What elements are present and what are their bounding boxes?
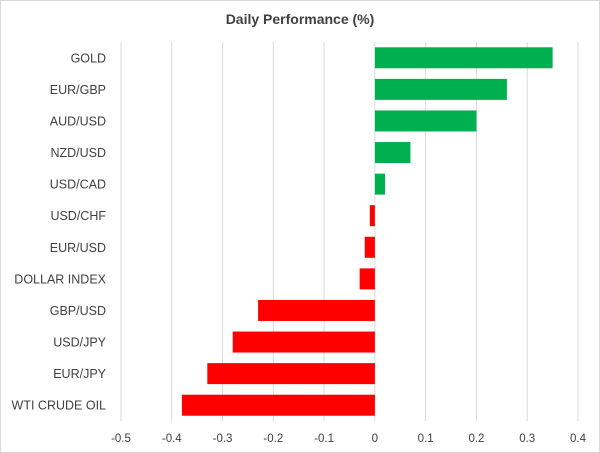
category-label: EUR/USD <box>50 241 106 255</box>
x-tick-label: -0.3 <box>213 433 233 445</box>
category-label: NZD/USD <box>50 146 106 160</box>
category-label: DOLLAR INDEX <box>14 272 106 286</box>
x-tick-label: -0.4 <box>162 433 182 445</box>
bar-nzd-usd <box>374 142 411 164</box>
gridlines <box>120 42 579 421</box>
bar-usd-cad <box>374 173 386 195</box>
bar-gold <box>374 47 553 69</box>
category-label: WTI CRUDE OIL <box>12 399 106 413</box>
x-tick-label: 0.4 <box>570 433 587 445</box>
x-tick-label: 0.1 <box>418 433 434 445</box>
x-tick-label: -0.2 <box>263 433 283 445</box>
category-label: GOLD <box>71 51 106 65</box>
bars <box>181 47 553 416</box>
chart-title: Daily Performance (%) <box>226 11 375 27</box>
bar-aud-usd <box>374 110 477 132</box>
bar-eur-jpy <box>207 363 375 385</box>
bar-usd-chf <box>369 205 375 227</box>
category-label: EUR/GBP <box>50 83 106 97</box>
category-label: EUR/JPY <box>53 367 106 381</box>
x-axis-tick-labels: -0.5 -0.4 -0.3 -0.2 -0.1 0 0.1 0.2 0.3 0.4 <box>111 433 587 445</box>
bar-wti-crude-oil <box>181 394 375 416</box>
category-label: USD/CHF <box>50 209 106 223</box>
bar-eur-usd <box>364 236 375 258</box>
bar-gbp-usd <box>258 299 375 321</box>
category-label: GBP/USD <box>50 304 106 318</box>
bar-eur-gbp <box>374 78 507 100</box>
x-tick-label: -0.5 <box>111 433 131 445</box>
x-tick-label: 0.2 <box>468 433 484 445</box>
bar-dollar-index <box>359 268 375 290</box>
category-label: USD/CAD <box>50 178 106 192</box>
bar-usd-jpy <box>232 331 375 353</box>
category-label: USD/JPY <box>53 336 106 350</box>
x-tick-label: 0.3 <box>519 433 535 445</box>
x-tick-label: 0 <box>372 433 378 445</box>
category-labels: GOLD EUR/GBP AUD/USD NZD/USD USD/CAD USD/CHF E… <box>12 51 107 412</box>
category-label: AUD/USD <box>50 114 106 128</box>
x-tick-label: -0.1 <box>314 433 334 445</box>
